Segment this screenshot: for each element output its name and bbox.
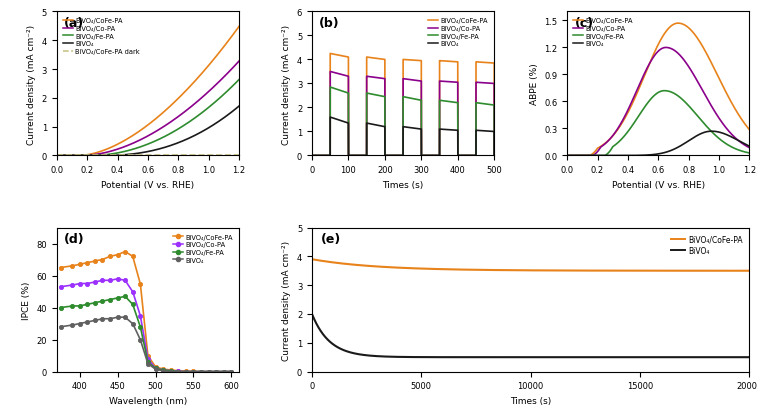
- Text: (e): (e): [321, 232, 341, 245]
- Legend: BiVO₄/CoFe-PA, BiVO₄/Co-PA, BiVO₄/Fe-PA, BiVO₄: BiVO₄/CoFe-PA, BiVO₄/Co-PA, BiVO₄/Fe-PA,…: [571, 16, 636, 50]
- X-axis label: Times (s): Times (s): [510, 396, 551, 405]
- Y-axis label: IPCE (%): IPCE (%): [22, 281, 31, 319]
- Y-axis label: Current density (mA cm⁻²): Current density (mA cm⁻²): [282, 24, 291, 144]
- Legend: BiVO₄/CoFe-PA, BiVO₄/Co-PA, BiVO₄/Fe-PA, BiVO₄, BiVO₄/CoFe-PA dark: BiVO₄/CoFe-PA, BiVO₄/Co-PA, BiVO₄/Fe-PA,…: [60, 16, 143, 58]
- Text: (c): (c): [575, 17, 593, 30]
- Y-axis label: ABPE (%): ABPE (%): [530, 64, 539, 105]
- Y-axis label: Current density (mA cm⁻²): Current density (mA cm⁻²): [282, 240, 291, 360]
- Y-axis label: Current density (mA cm⁻²): Current density (mA cm⁻²): [27, 24, 36, 144]
- Text: (a): (a): [64, 17, 84, 30]
- Text: (d): (d): [64, 232, 85, 245]
- Legend: BiVO₄/CoFe-PA, BiVO₄/Co-PA, BiVO₄/Fe-PA, BiVO₄: BiVO₄/CoFe-PA, BiVO₄/Co-PA, BiVO₄/Fe-PA,…: [170, 231, 235, 266]
- X-axis label: Wavelength (nm): Wavelength (nm): [109, 396, 187, 405]
- X-axis label: Potential (V vs. RHE): Potential (V vs. RHE): [612, 180, 705, 189]
- Legend: BiVO₄/CoFe-PA, BiVO₄/Co-PA, BiVO₄/Fe-PA, BiVO₄: BiVO₄/CoFe-PA, BiVO₄/Co-PA, BiVO₄/Fe-PA,…: [425, 16, 491, 50]
- Legend: BiVO₄/CoFe-PA, BiVO₄: BiVO₄/CoFe-PA, BiVO₄: [668, 232, 746, 258]
- X-axis label: Times (s): Times (s): [382, 180, 424, 189]
- Text: (b): (b): [319, 17, 340, 30]
- X-axis label: Potential (V vs. RHE): Potential (V vs. RHE): [101, 180, 195, 189]
